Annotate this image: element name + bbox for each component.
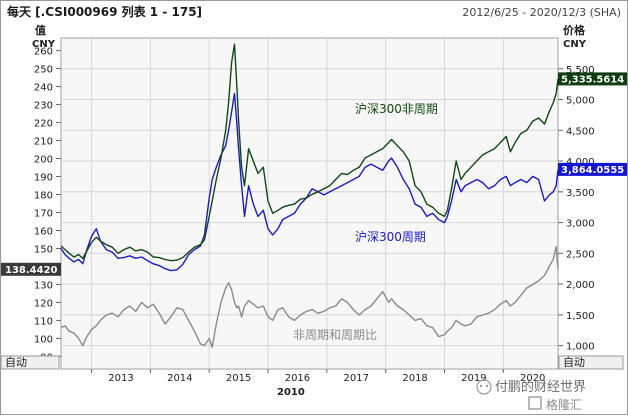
- x-tick-label: 2013: [108, 373, 133, 384]
- right-tick-label: 4,000: [566, 157, 595, 168]
- left-tick-label: 100: [34, 334, 53, 345]
- x-tick-label: 2016: [285, 373, 310, 384]
- x-tick-label: 2018: [402, 373, 427, 384]
- watermark: 付鹏的财经世界 格隆汇: [476, 379, 586, 412]
- right-tick-label: 5,000: [566, 96, 595, 107]
- left-tick-label: 260: [34, 47, 53, 58]
- annotation-noncyclical: 沪深300非周期: [355, 102, 438, 116]
- noncyclical-value-badge: 5,335.5614: [558, 72, 627, 86]
- series-layer: [60, 43, 559, 349]
- left-tick-label: 220: [34, 119, 53, 130]
- plot-area: [60, 37, 559, 370]
- right-axis-ticks: 1,000 1,500 2,000 2,500 3,000 3,500 4,000 4,500…: [558, 65, 595, 353]
- right-tick-label: 4,500: [566, 126, 595, 137]
- x-axis-center-label: 2010: [277, 387, 305, 398]
- left-tick-label: 210: [34, 137, 53, 148]
- watermark-line1: 付鹏的财经世界: [495, 379, 586, 395]
- cyclical-series-line: [60, 92, 559, 272]
- chart-title: 每天 [.CSI000969 列表 1 - 175]: [7, 4, 202, 19]
- left-auto-label: 自动: [5, 356, 27, 369]
- right-tick-label: 1,000: [566, 342, 595, 353]
- right-tick-label: 3,500: [566, 188, 595, 199]
- ratio-series-line: [60, 246, 559, 349]
- left-tick-label: 250: [34, 65, 53, 76]
- gelonghui-logo: [528, 396, 542, 410]
- cyclical-value-badge: 3,864.0555: [558, 162, 627, 176]
- left-tick-label: 120: [34, 298, 53, 309]
- x-tick-label: 2020: [520, 373, 545, 384]
- cyclical-value-badge-text: 3,864.0555: [561, 165, 624, 176]
- left-tick-label: 200: [34, 155, 53, 166]
- wechat-icon: [476, 379, 492, 395]
- wechat-icon-dot: [479, 384, 483, 388]
- left-axis-unit: CNY: [32, 39, 56, 50]
- right-axis-label: 价格: [563, 23, 586, 37]
- right-auto-box[interactable]: [558, 355, 624, 370]
- left-tick-label: 180: [34, 191, 53, 202]
- right-axis-unit: CNY: [563, 39, 587, 50]
- annotation-ratio: 非周期和周期比: [293, 328, 377, 342]
- annotation-cyclical: 沪深300周期: [355, 230, 426, 244]
- right-auto-label: 自动: [563, 356, 585, 369]
- x-tick-label: 2019: [461, 373, 486, 384]
- left-tick-label: 130: [34, 280, 53, 291]
- watermark-line2: 格隆汇: [546, 397, 582, 412]
- right-tick-label: 1,500: [566, 311, 595, 322]
- ratio-value-badge: 138.4420: [1, 262, 61, 276]
- left-tick-label: 170: [34, 208, 53, 219]
- left-tick-label: 230: [34, 101, 53, 112]
- x-tick-label: 2017: [344, 373, 369, 384]
- left-tick-label: 190: [34, 173, 53, 184]
- left-tick-label: 160: [34, 226, 53, 237]
- gridlines: [61, 38, 558, 369]
- right-tick-label: 2,500: [566, 249, 595, 260]
- x-axis-ticks: 2013 2014 2015 2016 2017 2018 2019 2020: [91, 369, 545, 384]
- title-bar: [1, 1, 627, 23]
- date-range: 2012/6/25 - 2020/12/3 (SHA): [462, 6, 621, 19]
- right-tick-label: 3,000: [566, 219, 595, 230]
- left-tick-label: 240: [34, 83, 53, 94]
- right-tick-label: 5,500: [566, 65, 595, 76]
- left-axis-label: 值: [35, 23, 46, 37]
- wechat-icon-dot-2: [485, 384, 489, 388]
- noncyclical-value-badge-text: 5,335.5614: [561, 74, 624, 85]
- left-tick-label: 110: [34, 316, 53, 327]
- left-axis-ticks: 9010011012013014015016017018019020021022…: [34, 47, 61, 363]
- noncyclical-series-line: [60, 43, 559, 262]
- x-tick-label: 2015: [226, 373, 251, 384]
- left-auto-box[interactable]: [0, 355, 60, 370]
- ratio-value-badge-text: 138.4420: [5, 265, 58, 276]
- x-tick-label: 2014: [167, 373, 192, 384]
- left-tick-label: 150: [34, 244, 53, 255]
- right-tick-label: 2,000: [566, 280, 595, 291]
